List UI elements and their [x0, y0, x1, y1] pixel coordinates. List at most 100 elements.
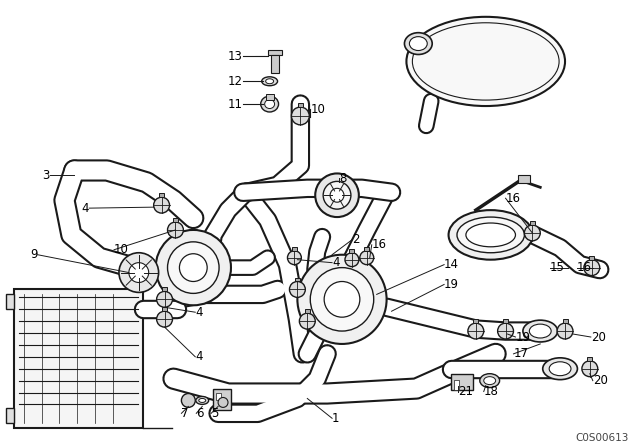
Ellipse shape [543, 358, 577, 379]
Bar [271, 56, 278, 73]
Ellipse shape [410, 37, 428, 51]
Ellipse shape [484, 377, 495, 384]
Text: 15: 15 [550, 261, 565, 274]
Circle shape [119, 253, 159, 293]
Circle shape [498, 323, 513, 339]
Circle shape [584, 260, 600, 276]
Circle shape [168, 222, 184, 238]
Text: 4: 4 [195, 350, 203, 363]
Bar [292, 247, 297, 251]
Circle shape [310, 267, 374, 331]
Text: 1: 1 [332, 412, 340, 425]
Circle shape [179, 254, 207, 281]
Circle shape [468, 323, 484, 339]
Circle shape [324, 281, 360, 317]
Ellipse shape [412, 23, 559, 100]
Text: 20: 20 [593, 374, 607, 387]
Bar [451, 374, 473, 390]
Bar [305, 309, 310, 313]
Ellipse shape [404, 33, 432, 55]
Ellipse shape [549, 362, 571, 376]
Text: 8: 8 [339, 172, 346, 185]
Circle shape [129, 263, 148, 283]
Circle shape [557, 323, 573, 339]
Ellipse shape [265, 99, 275, 108]
Circle shape [291, 107, 309, 125]
Ellipse shape [529, 324, 551, 338]
Text: 4: 4 [195, 306, 203, 319]
Ellipse shape [406, 17, 565, 106]
Circle shape [524, 225, 540, 241]
Bar [266, 94, 273, 100]
Text: 3: 3 [42, 169, 49, 182]
Circle shape [218, 397, 228, 407]
Bar [162, 288, 167, 291]
Text: 2: 2 [352, 233, 360, 246]
Bar [173, 218, 178, 222]
Ellipse shape [266, 79, 273, 84]
Circle shape [360, 251, 374, 265]
Bar [454, 379, 459, 390]
Circle shape [157, 291, 173, 307]
Bar [6, 409, 14, 423]
Circle shape [300, 313, 316, 329]
Bar [6, 294, 14, 309]
Text: 17: 17 [513, 347, 529, 360]
Bar [563, 319, 568, 323]
Bar [530, 221, 535, 225]
Text: 18: 18 [484, 385, 499, 398]
Bar [162, 307, 167, 311]
Text: 11: 11 [228, 98, 243, 111]
Text: 10: 10 [310, 103, 325, 116]
Circle shape [287, 251, 301, 265]
Circle shape [316, 173, 359, 217]
Text: 4: 4 [82, 202, 89, 215]
Text: 19: 19 [444, 278, 459, 291]
Text: 16: 16 [372, 238, 387, 251]
Text: 6: 6 [196, 407, 204, 420]
Ellipse shape [480, 374, 500, 388]
Circle shape [289, 281, 305, 297]
Bar [213, 388, 231, 410]
Circle shape [154, 197, 170, 213]
Bar [14, 289, 143, 428]
Bar [349, 249, 355, 253]
Ellipse shape [523, 320, 557, 342]
Text: 12: 12 [228, 75, 243, 88]
Bar [518, 176, 531, 183]
Text: 9: 9 [30, 248, 38, 261]
Text: C0S00613: C0S00613 [575, 433, 628, 443]
Bar [268, 50, 282, 56]
Circle shape [168, 242, 219, 293]
Bar [216, 392, 221, 401]
Text: 7: 7 [181, 407, 189, 420]
Bar [159, 193, 164, 197]
Circle shape [345, 253, 359, 267]
Bar [295, 277, 300, 281]
Text: 16: 16 [506, 192, 520, 205]
Bar [364, 247, 369, 251]
Circle shape [181, 393, 195, 407]
Ellipse shape [449, 210, 533, 260]
Text: 19: 19 [515, 331, 531, 344]
Ellipse shape [262, 77, 278, 86]
Bar [503, 319, 508, 323]
Text: 5: 5 [211, 407, 218, 420]
Bar [588, 357, 592, 361]
Bar [589, 256, 595, 260]
Bar [298, 103, 303, 107]
Ellipse shape [260, 96, 278, 112]
Circle shape [298, 255, 387, 344]
Ellipse shape [199, 398, 205, 402]
Text: 10: 10 [114, 243, 129, 256]
Text: 14: 14 [444, 258, 459, 271]
Circle shape [323, 181, 351, 209]
Ellipse shape [457, 217, 524, 253]
Text: 21: 21 [458, 385, 473, 398]
Text: 16: 16 [577, 261, 592, 274]
Ellipse shape [466, 223, 515, 247]
Text: 20: 20 [591, 331, 605, 344]
Circle shape [330, 188, 344, 202]
Circle shape [582, 361, 598, 377]
Circle shape [157, 311, 173, 327]
